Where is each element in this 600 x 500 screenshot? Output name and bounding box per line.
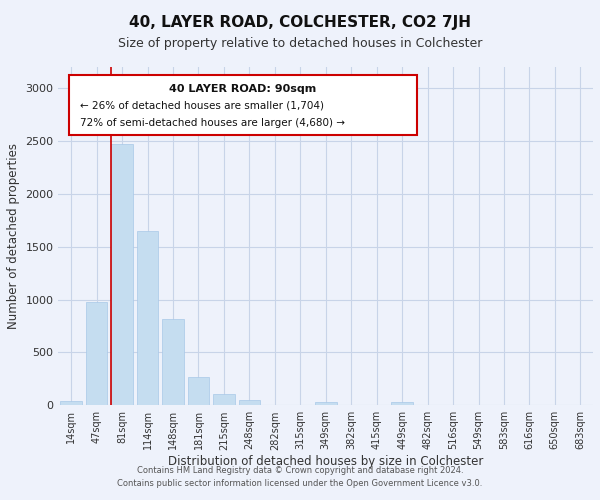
Bar xyxy=(112,144,133,406)
Bar xyxy=(340,404,362,406)
Text: 40, LAYER ROAD, COLCHESTER, CO2 7JH: 40, LAYER ROAD, COLCHESTER, CO2 7JH xyxy=(129,15,471,30)
Bar xyxy=(188,376,209,406)
Text: 40 LAYER ROAD: 90sqm: 40 LAYER ROAD: 90sqm xyxy=(169,84,317,94)
Text: 72% of semi-detached houses are larger (4,680) →: 72% of semi-detached houses are larger (… xyxy=(80,118,345,128)
Bar xyxy=(213,394,235,406)
Text: Contains HM Land Registry data © Crown copyright and database right 2024.
Contai: Contains HM Land Registry data © Crown c… xyxy=(118,466,482,487)
Bar xyxy=(162,318,184,406)
FancyBboxPatch shape xyxy=(69,76,416,134)
Bar xyxy=(239,400,260,406)
Bar xyxy=(391,402,413,406)
Bar xyxy=(61,401,82,406)
Y-axis label: Number of detached properties: Number of detached properties xyxy=(7,143,20,329)
Bar xyxy=(86,302,107,406)
Text: Size of property relative to detached houses in Colchester: Size of property relative to detached ho… xyxy=(118,38,482,51)
Bar xyxy=(137,231,158,406)
Text: ← 26% of detached houses are smaller (1,704): ← 26% of detached houses are smaller (1,… xyxy=(80,101,324,111)
X-axis label: Distribution of detached houses by size in Colchester: Distribution of detached houses by size … xyxy=(168,455,484,468)
Bar xyxy=(264,404,286,406)
Bar xyxy=(315,402,337,406)
Bar xyxy=(289,404,311,406)
